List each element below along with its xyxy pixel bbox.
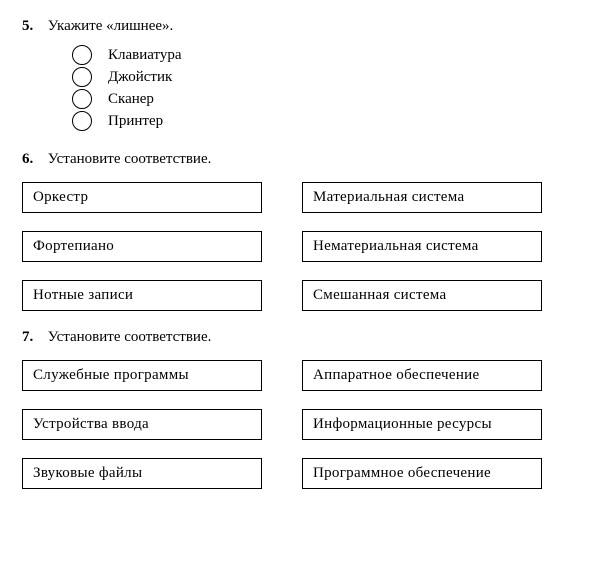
radio-option[interactable]: Сканер <box>72 89 575 109</box>
option-label: Принтер <box>108 113 163 130</box>
match-item[interactable]: Нематериальная система <box>302 231 542 262</box>
match-right-column: Аппаратное обеспечение Информационные ре… <box>302 360 542 489</box>
match-container: Служебные программы Устройства ввода Зву… <box>22 360 575 489</box>
question-5-header: 5. Укажите «лишнее». <box>22 18 575 35</box>
question-number: 6. <box>22 151 44 168</box>
question-prompt: Укажите «лишнее». <box>48 18 174 34</box>
option-label: Сканер <box>108 91 154 108</box>
match-item[interactable]: Нотные записи <box>22 280 262 311</box>
match-item[interactable]: Аппаратное обеспечение <box>302 360 542 391</box>
match-item[interactable]: Программное обеспечение <box>302 458 542 489</box>
match-item[interactable]: Оркестр <box>22 182 262 213</box>
option-label: Джойстик <box>108 69 172 86</box>
radio-circle-icon[interactable] <box>72 45 92 65</box>
match-container: Оркестр Фортепиано Нотные записи Материа… <box>22 182 575 311</box>
match-right-column: Материальная система Нематериальная сист… <box>302 182 542 311</box>
radio-option[interactable]: Клавиатура <box>72 45 575 65</box>
question-6: 6. Установите соответствие. Оркестр Форт… <box>22 151 575 311</box>
match-left-column: Оркестр Фортепиано Нотные записи <box>22 182 262 311</box>
question-number: 5. <box>22 18 44 35</box>
radio-option-list: Клавиатура Джойстик Сканер Принтер <box>72 45 575 131</box>
match-item[interactable]: Устройства ввода <box>22 409 262 440</box>
match-item[interactable]: Смешанная система <box>302 280 542 311</box>
question-prompt: Установите соответствие. <box>48 151 212 167</box>
question-7: 7. Установите соответствие. Служебные пр… <box>22 329 575 489</box>
match-item[interactable]: Служебные программы <box>22 360 262 391</box>
question-number: 7. <box>22 329 44 346</box>
match-item[interactable]: Фортепиано <box>22 231 262 262</box>
question-5: 5. Укажите «лишнее». Клавиатура Джойстик… <box>22 18 575 131</box>
question-prompt: Установите соответствие. <box>48 329 212 345</box>
match-left-column: Служебные программы Устройства ввода Зву… <box>22 360 262 489</box>
match-item[interactable]: Информационные ресурсы <box>302 409 542 440</box>
radio-circle-icon[interactable] <box>72 111 92 131</box>
radio-option[interactable]: Джойстик <box>72 67 575 87</box>
match-item[interactable]: Звуковые файлы <box>22 458 262 489</box>
question-6-header: 6. Установите соответствие. <box>22 151 575 168</box>
option-label: Клавиатура <box>108 47 182 64</box>
radio-circle-icon[interactable] <box>72 89 92 109</box>
radio-circle-icon[interactable] <box>72 67 92 87</box>
radio-option[interactable]: Принтер <box>72 111 575 131</box>
question-7-header: 7. Установите соответствие. <box>22 329 575 346</box>
match-item[interactable]: Материальная система <box>302 182 542 213</box>
